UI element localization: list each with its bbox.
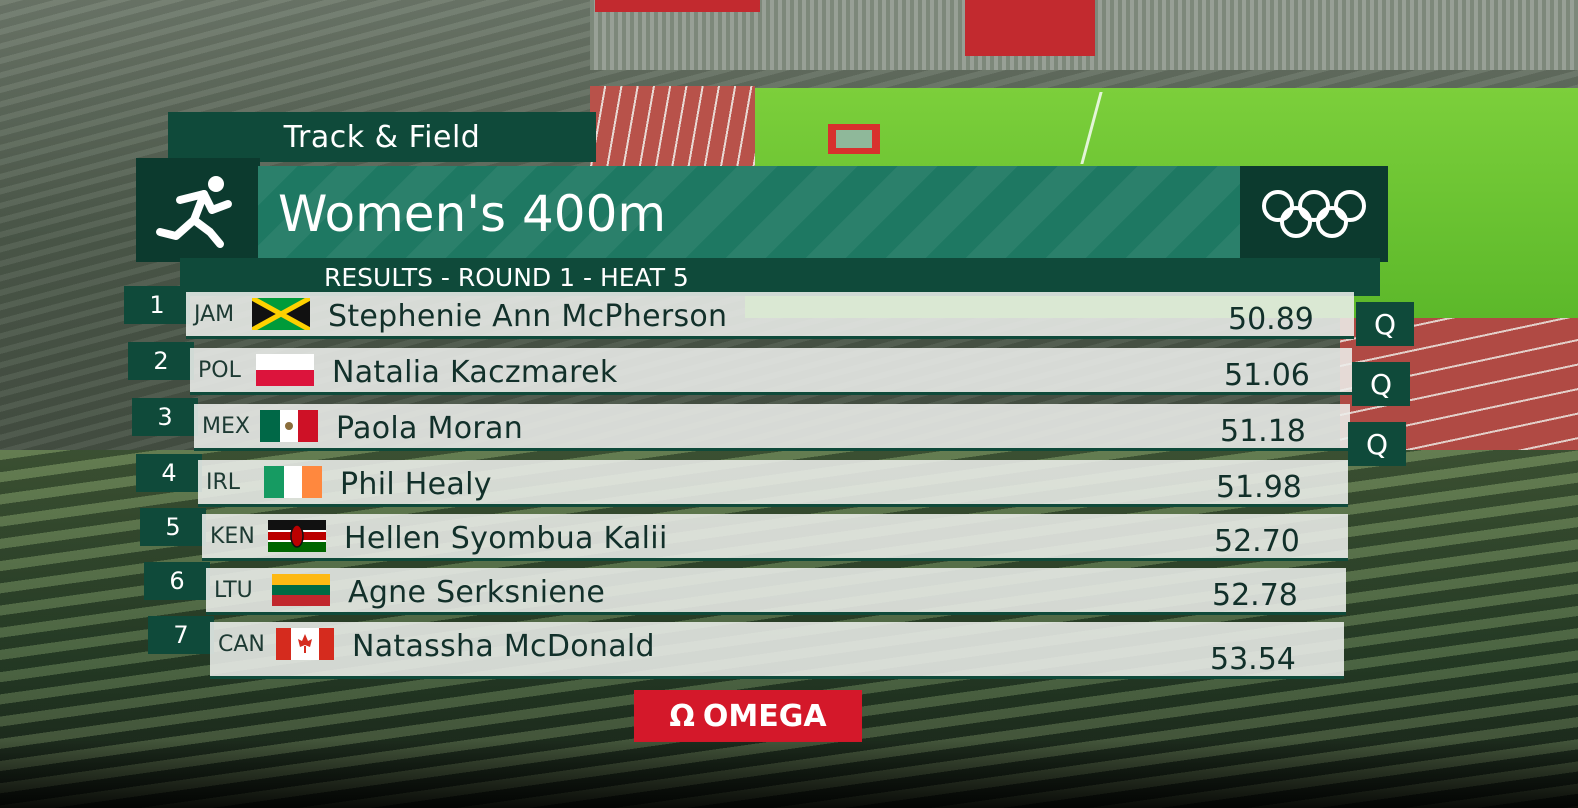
olympic-rings-logo <box>1240 166 1388 262</box>
qualified-badge: Q <box>1348 422 1406 466</box>
result-bar: LTU Agne Serksniene 52.78 <box>206 568 1346 615</box>
sponsor-name: OMEGA <box>702 698 827 734</box>
qualified-badge: Q <box>1356 302 1414 346</box>
flag-canada-icon <box>276 628 334 660</box>
result-time: 51.18 <box>1220 414 1306 449</box>
country-code: IRL <box>206 470 241 495</box>
rank-number: 5 <box>140 508 206 546</box>
result-time: 53.54 <box>1210 642 1296 677</box>
olympic-rings-icon <box>1262 190 1366 238</box>
trackside-board <box>828 124 880 154</box>
result-time: 50.89 <box>1228 302 1314 337</box>
screen-bezel-shadow <box>0 740 1578 808</box>
athlete-name: Hellen Syombua Kalii <box>344 521 668 556</box>
result-bar: KEN Hellen Syombua Kalii 52.70 <box>202 514 1348 561</box>
flag-kenya-icon <box>268 520 326 552</box>
sponsor-logo: Ω OMEGA <box>634 690 862 742</box>
rank-number: 2 <box>128 342 194 380</box>
result-time: 51.06 <box>1224 358 1310 393</box>
flag-poland-icon <box>256 354 314 386</box>
result-time: 52.70 <box>1214 524 1300 559</box>
sport-title: Track & Field <box>168 112 596 162</box>
event-title: Women's 400m <box>258 166 1243 262</box>
results-subtitle: RESULTS - ROUND 1 - HEAT 5 <box>180 258 1380 296</box>
country-code: MEX <box>202 414 250 439</box>
result-time: 51.98 <box>1216 470 1302 505</box>
result-bar: POL Natalia Kaczmarek 51.06 <box>190 348 1352 395</box>
athlete-name: Paola Moran <box>336 411 524 446</box>
athlete-name: Natalia Kaczmarek <box>332 355 618 390</box>
athlete-name: Natassha McDonald <box>352 629 655 664</box>
country-code: JAM <box>194 302 235 327</box>
qualified-badge: Q <box>1352 362 1410 406</box>
flag-jamaica-icon <box>252 298 310 330</box>
result-bar: JAM Stephenie Ann McPherson 50.89 <box>186 292 1354 339</box>
result-time: 52.78 <box>1212 578 1298 613</box>
athlete-name: Stephenie Ann McPherson <box>328 299 728 334</box>
country-code: KEN <box>210 524 255 549</box>
athlete-name: Phil Healy <box>340 467 492 502</box>
athletics-pictogram <box>136 158 260 262</box>
result-bar: IRL Phil Healy 51.98 <box>198 460 1348 507</box>
country-code: POL <box>198 358 241 383</box>
rank-number: 4 <box>136 454 202 492</box>
result-bar: CAN Natassha McDonald 53.54 <box>210 622 1344 679</box>
rank-number: 7 <box>148 616 214 654</box>
stadium-red-structure <box>965 0 1095 56</box>
rank-number: 6 <box>144 562 210 600</box>
runner-icon <box>156 176 232 248</box>
flag-lithuania-icon <box>272 574 330 606</box>
rank-number: 1 <box>124 286 190 324</box>
result-bar: MEX Paola Moran 51.18 <box>194 404 1350 451</box>
rank-number: 3 <box>132 398 198 436</box>
omega-symbol-icon: Ω <box>669 698 695 734</box>
stadium-red-structure <box>595 0 760 12</box>
running-track <box>590 86 755 166</box>
country-code: CAN <box>218 632 265 657</box>
flag-mexico-icon <box>260 410 318 442</box>
country-code: LTU <box>214 578 253 603</box>
flag-ireland-icon <box>264 466 322 498</box>
athlete-name: Agne Serksniene <box>348 575 606 610</box>
